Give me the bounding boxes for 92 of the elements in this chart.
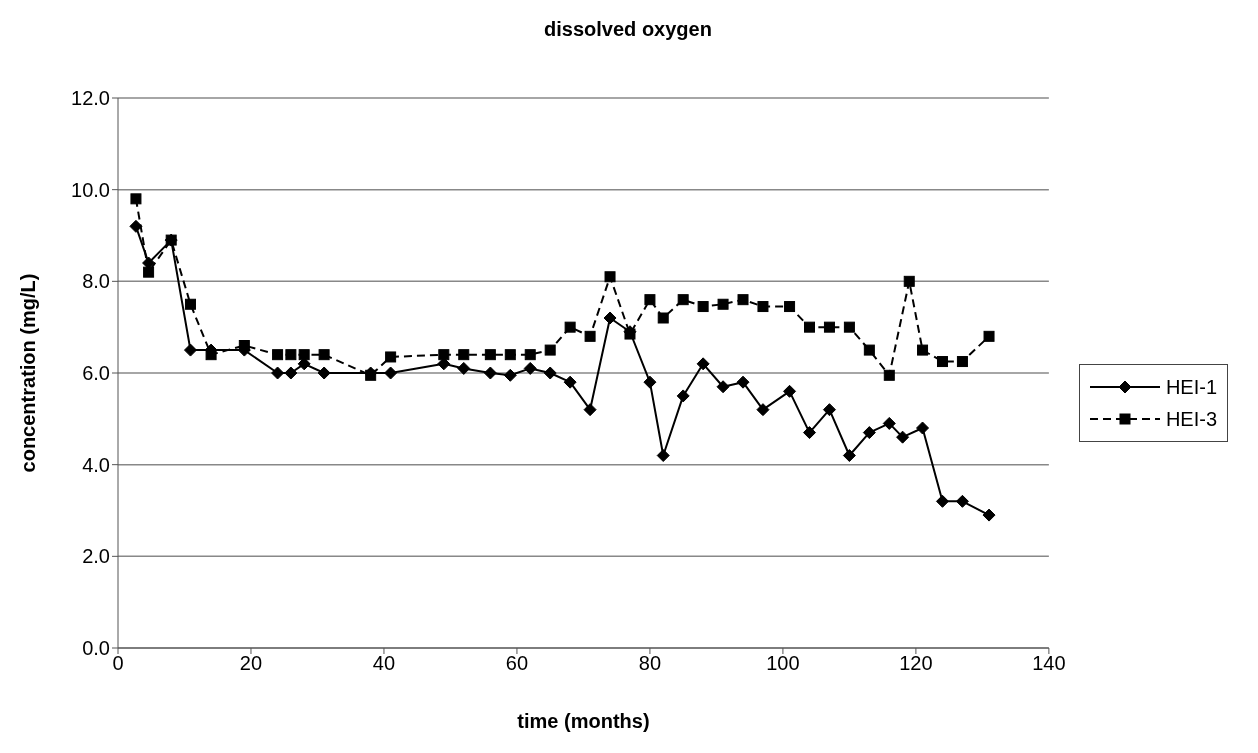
point bbox=[804, 321, 816, 333]
y-tick-label: 12.0 bbox=[71, 87, 110, 110]
point bbox=[437, 357, 451, 371]
point bbox=[604, 271, 616, 283]
point bbox=[317, 366, 331, 380]
y-tick-label: 8.0 bbox=[82, 270, 110, 293]
point bbox=[524, 349, 536, 361]
point bbox=[503, 368, 517, 382]
point bbox=[643, 375, 657, 389]
x-tick-label: 40 bbox=[372, 652, 396, 675]
point bbox=[238, 340, 250, 351]
point bbox=[385, 351, 397, 363]
point bbox=[916, 421, 930, 435]
point bbox=[883, 369, 895, 381]
point bbox=[737, 294, 749, 306]
point bbox=[564, 321, 576, 333]
point bbox=[384, 366, 398, 380]
x-tick-label: 60 bbox=[505, 652, 529, 675]
point bbox=[298, 349, 310, 361]
y-tick-label: 6.0 bbox=[82, 362, 110, 385]
point bbox=[716, 380, 730, 394]
point bbox=[543, 366, 557, 380]
point bbox=[483, 366, 497, 380]
point bbox=[882, 416, 896, 430]
y-tick-label: 10.0 bbox=[71, 178, 110, 201]
point bbox=[504, 349, 516, 361]
x-tick-label: 20 bbox=[239, 652, 263, 675]
point bbox=[544, 344, 556, 356]
x-tick-label: 0 bbox=[112, 652, 124, 675]
point bbox=[983, 330, 995, 342]
y-tick-label: 2.0 bbox=[82, 545, 110, 568]
point bbox=[896, 430, 910, 444]
point bbox=[656, 449, 670, 462]
point bbox=[165, 234, 177, 246]
point bbox=[823, 321, 835, 333]
point bbox=[784, 301, 796, 313]
point bbox=[318, 349, 330, 361]
point bbox=[271, 366, 285, 380]
x-axis-title: time (months) bbox=[517, 710, 650, 732]
point bbox=[143, 266, 155, 278]
chart-title: dissolved oxygen bbox=[543, 17, 713, 42]
point bbox=[936, 356, 948, 368]
point bbox=[285, 349, 297, 361]
x-tick-label: 140 bbox=[1032, 652, 1066, 675]
point bbox=[458, 349, 470, 361]
point bbox=[956, 356, 968, 368]
point bbox=[917, 344, 929, 356]
point bbox=[677, 294, 689, 306]
point bbox=[584, 330, 596, 342]
point bbox=[484, 349, 496, 361]
point bbox=[272, 349, 284, 361]
point bbox=[757, 301, 769, 313]
point bbox=[183, 343, 197, 357]
point bbox=[736, 375, 750, 389]
point bbox=[803, 426, 817, 440]
legend-label: HEI-1 bbox=[1165, 375, 1217, 400]
x-tick-label: 100 bbox=[766, 652, 800, 675]
point bbox=[935, 494, 949, 508]
x-tick-label: 80 bbox=[638, 652, 662, 675]
point bbox=[297, 357, 311, 371]
point bbox=[903, 275, 915, 287]
y-tick-label: 0.0 bbox=[82, 637, 110, 660]
point bbox=[862, 426, 876, 440]
point bbox=[184, 298, 196, 310]
point bbox=[982, 508, 996, 522]
point bbox=[438, 349, 450, 361]
point bbox=[130, 193, 142, 205]
point bbox=[523, 361, 537, 375]
point bbox=[583, 403, 597, 417]
y-tick-label: 4.0 bbox=[82, 453, 110, 476]
point bbox=[563, 375, 577, 389]
x-tick-label: 120 bbox=[899, 652, 933, 675]
point bbox=[457, 361, 471, 375]
point bbox=[822, 403, 836, 417]
point bbox=[696, 357, 710, 371]
point bbox=[657, 312, 669, 324]
point bbox=[783, 384, 797, 398]
point bbox=[644, 294, 656, 306]
point bbox=[129, 219, 143, 233]
point bbox=[603, 311, 617, 325]
point bbox=[142, 256, 156, 270]
point bbox=[697, 301, 709, 313]
point bbox=[843, 321, 855, 333]
point bbox=[955, 494, 969, 508]
point bbox=[756, 403, 770, 417]
legend-label: HEI-3 bbox=[1165, 407, 1217, 432]
point bbox=[676, 389, 690, 403]
y-axis-title: concentration (mg/L) bbox=[17, 273, 40, 473]
point bbox=[842, 449, 856, 462]
point bbox=[717, 298, 729, 310]
point bbox=[863, 344, 875, 356]
point bbox=[284, 366, 298, 380]
